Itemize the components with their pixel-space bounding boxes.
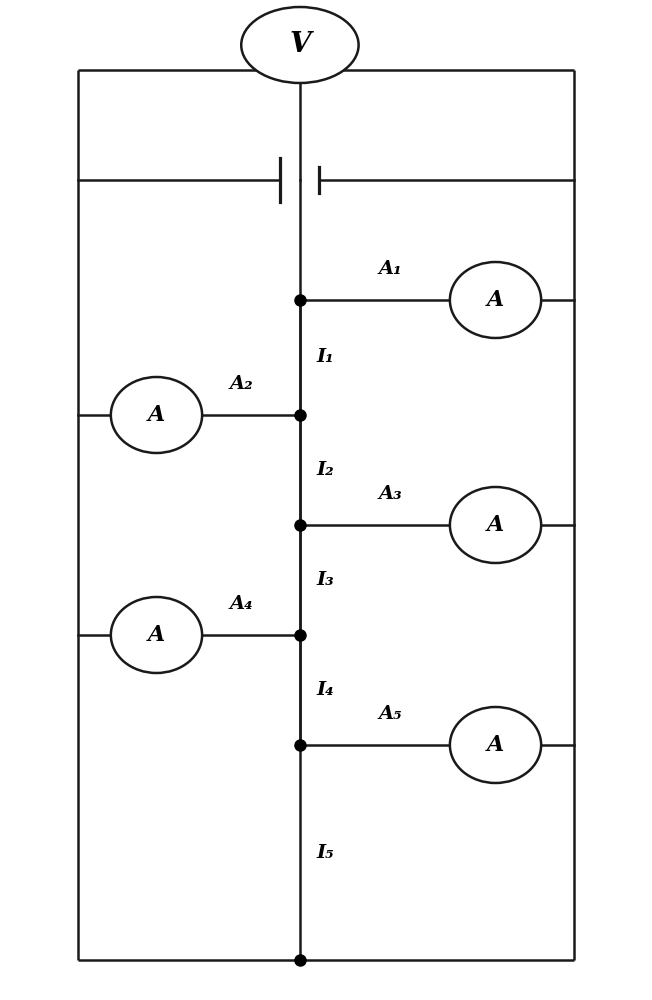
Text: A: A xyxy=(148,404,165,426)
Ellipse shape xyxy=(450,262,541,338)
Text: A: A xyxy=(148,624,165,646)
Ellipse shape xyxy=(450,707,541,783)
Ellipse shape xyxy=(111,597,202,673)
Text: A₂: A₂ xyxy=(230,375,253,393)
Text: I₂: I₂ xyxy=(316,461,334,479)
Ellipse shape xyxy=(450,487,541,563)
Text: A: A xyxy=(487,734,504,756)
Text: A: A xyxy=(487,289,504,311)
Text: A₁: A₁ xyxy=(378,260,402,278)
Text: I₃: I₃ xyxy=(316,571,334,589)
Text: A₃: A₃ xyxy=(378,485,402,503)
Text: I₁: I₁ xyxy=(316,349,334,366)
Ellipse shape xyxy=(241,7,359,83)
Text: V: V xyxy=(289,31,310,58)
Text: A: A xyxy=(487,514,504,536)
Text: A₄: A₄ xyxy=(230,595,253,613)
Text: I₄: I₄ xyxy=(316,681,334,699)
Ellipse shape xyxy=(111,377,202,453)
Text: I₅: I₅ xyxy=(316,844,334,861)
Text: A₅: A₅ xyxy=(378,705,402,723)
